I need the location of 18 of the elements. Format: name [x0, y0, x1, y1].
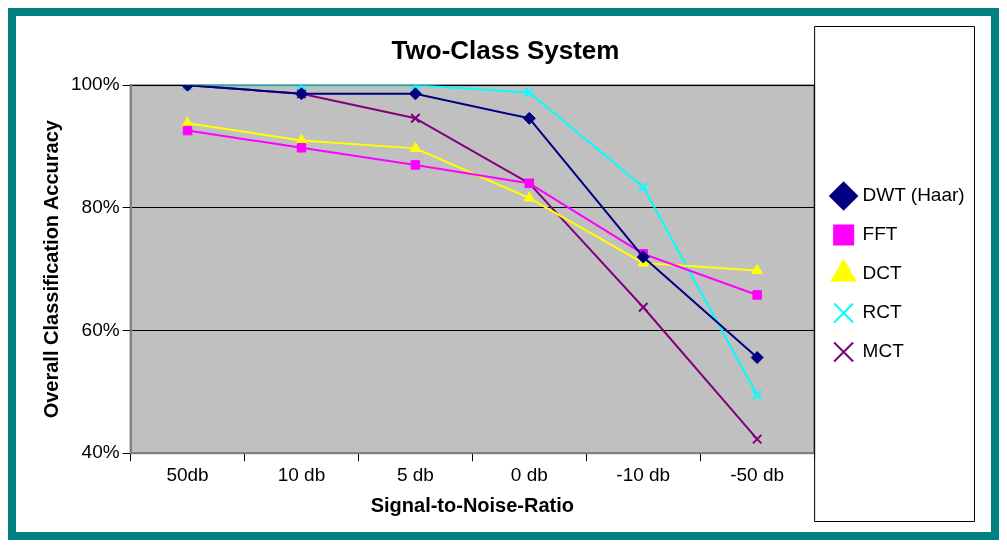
y-tick-label: 100%	[70, 73, 120, 95]
legend-label: FFT	[862, 223, 898, 245]
x-tick-label: 5 db	[396, 463, 434, 485]
legend-label: DWT (Haar)	[862, 184, 965, 206]
legend-label: DCT	[862, 262, 903, 284]
y-axis-title: Overall Classification Accuracy	[39, 119, 62, 419]
legend-label: MCT	[862, 340, 905, 362]
chart-title: Two-Class System	[391, 34, 620, 65]
x-tick-label: -50 db	[730, 463, 785, 485]
x-tick-label: 50db	[166, 463, 209, 485]
y-tick-label: 40%	[81, 441, 120, 463]
x-axis-title: Signal-to-Noise-Ratio	[370, 493, 575, 516]
x-tick-label: -10 db	[616, 463, 671, 485]
y-tick-label: 80%	[81, 196, 120, 218]
x-tick-label: 10 db	[277, 463, 326, 485]
x-tick-label: 0 db	[510, 463, 548, 485]
legend-label: RCT	[862, 301, 903, 323]
y-tick-label: 60%	[81, 318, 120, 340]
